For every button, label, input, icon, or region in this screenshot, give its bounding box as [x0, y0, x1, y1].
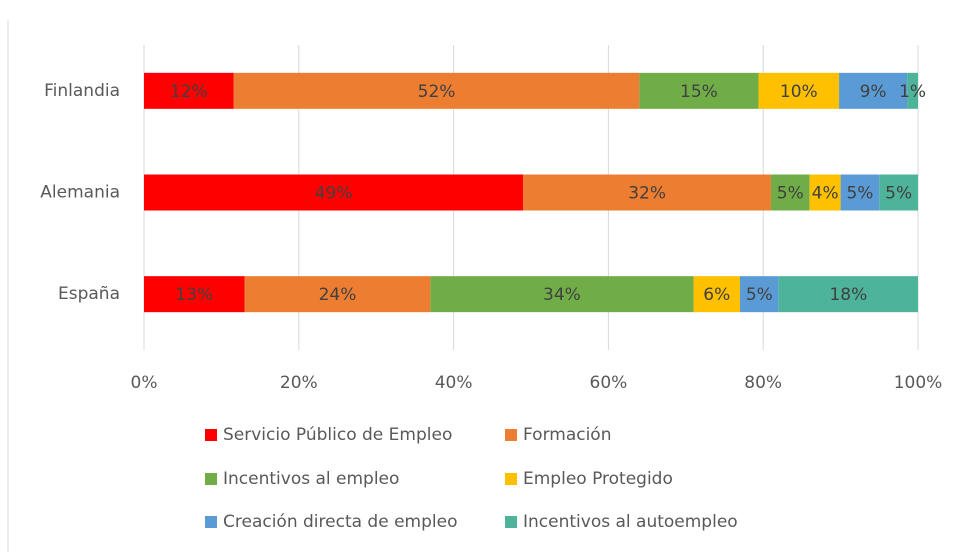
- data-label: 9%: [860, 82, 887, 102]
- bar-segment: [244, 276, 431, 313]
- data-label: 5%: [746, 285, 773, 305]
- x-tick-label: 0%: [131, 373, 158, 393]
- legend-swatch: [205, 473, 217, 485]
- legend-swatch: [205, 516, 217, 528]
- x-tick-label: 60%: [590, 373, 628, 393]
- data-label: 12%: [170, 82, 208, 102]
- legend-swatch: [505, 473, 517, 485]
- legend-label: Creación directa de empleo: [223, 512, 457, 532]
- bar-segment: [144, 72, 234, 109]
- bar-segment: [839, 72, 908, 109]
- legend-label: Servicio Público de Empleo: [223, 425, 452, 445]
- x-tick-label: 100%: [894, 373, 943, 393]
- legend-label: Empleo Protegido: [523, 469, 673, 489]
- legend-swatch: [505, 429, 517, 441]
- bar-segment: [430, 276, 694, 313]
- data-label: 49%: [315, 184, 353, 204]
- bar-segment: [840, 174, 880, 211]
- bar-segment: [758, 72, 840, 109]
- bar-segment: [693, 276, 740, 313]
- legend-label: Incentivos al autoempleo: [523, 512, 738, 532]
- x-tick-label: 80%: [744, 373, 782, 393]
- data-label: 5%: [885, 184, 912, 204]
- legend-swatch: [505, 516, 517, 528]
- bar-segment: [144, 276, 245, 313]
- data-label: 52%: [418, 82, 456, 102]
- data-label: 34%: [543, 285, 581, 305]
- data-label: 4%: [812, 184, 839, 204]
- x-tick-label: 20%: [280, 373, 318, 393]
- data-label: 13%: [175, 285, 213, 305]
- data-label: 10%: [780, 82, 818, 102]
- legend-swatch: [205, 429, 217, 441]
- data-label: 32%: [628, 184, 666, 204]
- data-label: 1%: [899, 82, 926, 102]
- legend-label: Formación: [523, 425, 612, 445]
- bar-segment: [144, 174, 524, 211]
- bar-segment: [523, 174, 771, 211]
- bar-segment: [809, 174, 841, 211]
- data-label: 18%: [829, 285, 867, 305]
- data-label: 5%: [777, 184, 804, 204]
- category-label: Alemania: [40, 183, 120, 203]
- bar-segment: [907, 72, 918, 109]
- bar-segment: [233, 72, 640, 109]
- bar-segment: [739, 276, 779, 313]
- category-label: Finlandia: [44, 81, 120, 101]
- x-tick-label: 40%: [435, 373, 473, 393]
- data-label: 6%: [703, 285, 730, 305]
- bar-segment: [639, 72, 759, 109]
- data-label: 15%: [680, 82, 718, 102]
- data-label: 24%: [319, 285, 357, 305]
- category-label: España: [58, 284, 120, 304]
- bar-segment: [879, 174, 918, 211]
- legend-label: Incentivos al empleo: [223, 469, 399, 489]
- bar-segment: [778, 276, 918, 313]
- bar-segment: [770, 174, 810, 211]
- data-label: 5%: [846, 184, 873, 204]
